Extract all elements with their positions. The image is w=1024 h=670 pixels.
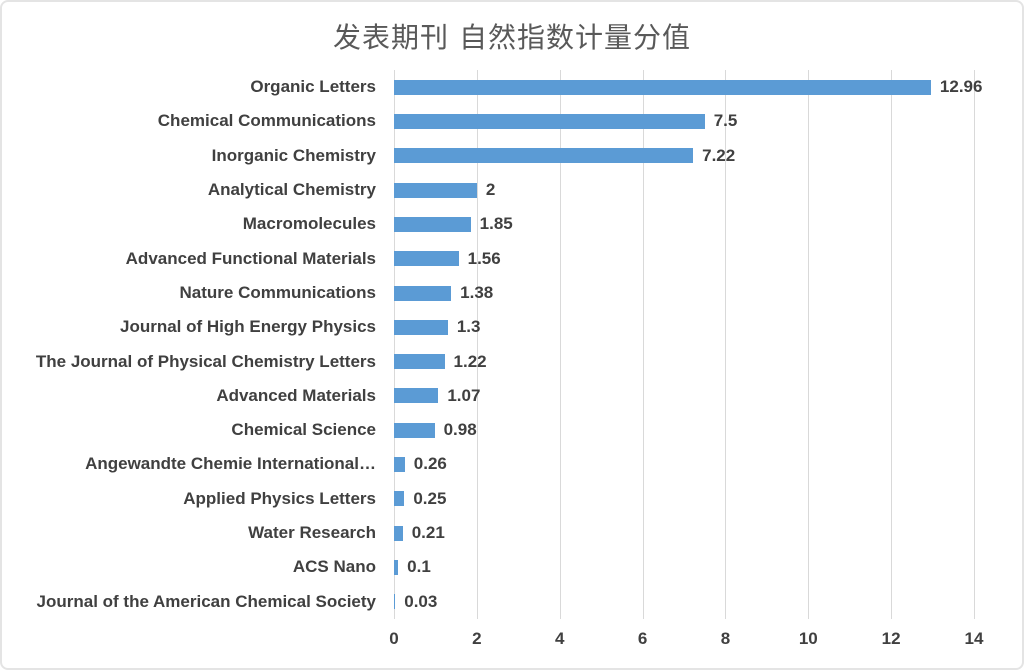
bar-row: Analytical Chemistry 2	[2, 173, 1022, 207]
gridline-x-12	[891, 70, 893, 619]
category-label: Journal of High Energy Physics	[119, 317, 376, 337]
bar	[394, 182, 477, 198]
x-axis-tick-label: 0	[389, 629, 399, 648]
x-axis-tick-label: 8	[720, 629, 731, 648]
bar-row: Advanced Materials 1.07	[2, 379, 1022, 413]
bar-row: Journal of the American Chemical Society…	[2, 585, 1022, 619]
bar	[394, 422, 435, 438]
bar	[394, 148, 694, 164]
value-label: 7.5	[713, 111, 738, 131]
value-label: 0.1	[407, 557, 431, 577]
value-label: 0.26	[413, 454, 447, 474]
bar-row: Macromolecules 1.85	[2, 207, 1022, 241]
value-label: 1.3	[456, 317, 481, 337]
value-label: 12.96	[939, 77, 983, 96]
bar	[394, 285, 452, 301]
bar-row: ACS Nano 0.1	[2, 550, 1022, 584]
gridline-x-2	[476, 70, 478, 619]
bar	[394, 354, 445, 370]
category-label: Journal of the American Chemical Society	[36, 591, 376, 611]
category-label: Advanced Materials	[216, 385, 376, 405]
category-label: Analytical Chemistry	[207, 179, 376, 199]
value-label: 1.85	[479, 214, 513, 234]
value-label: 1.56	[467, 248, 501, 268]
bar-row: Chemical Communications 7.5	[2, 104, 1022, 138]
chart-title: 发表期刊 自然指数计量分值	[333, 21, 691, 54]
category-label: Chemical Science	[231, 420, 376, 440]
category-label: Organic Letters	[250, 77, 376, 96]
bar	[394, 216, 471, 232]
x-axis-tick-label: 14	[964, 629, 984, 648]
value-label: 2	[485, 179, 496, 199]
bar	[394, 251, 459, 267]
x-axis-tick-label: 2	[472, 629, 482, 648]
bar-row: Inorganic Chemistry 7.22	[2, 139, 1022, 173]
bar	[394, 319, 448, 335]
bar-row: Angewandte Chemie International… 0.26	[2, 447, 1022, 481]
value-label: 1.38	[460, 282, 494, 302]
bar	[394, 525, 403, 541]
bar	[394, 457, 405, 473]
value-label: 0.21	[411, 523, 445, 543]
category-label: Inorganic Chemistry	[211, 145, 376, 165]
x-axis-tick-label: 6	[637, 629, 648, 648]
bar-row: The Journal of Physical Chemistry Letter…	[2, 345, 1022, 379]
category-label: Water Research	[248, 523, 376, 543]
bar-row: Applied Physics Letters 0.25	[2, 482, 1022, 516]
gridline-x-10	[808, 70, 810, 619]
gridline-x-0	[394, 70, 395, 619]
bar	[394, 594, 396, 610]
category-label: Advanced Functional Materials	[125, 248, 376, 268]
gridline-x-6	[642, 70, 644, 619]
gridline-x-8	[725, 70, 727, 619]
bar	[394, 113, 705, 129]
x-axis-tick-label: 10	[798, 629, 818, 648]
gridline-x-4	[559, 70, 561, 619]
category-label: ACS Nano	[292, 557, 376, 577]
x-axis-tick-label: 4	[554, 629, 565, 648]
value-label: 0.98	[443, 420, 477, 440]
value-label: 1.07	[447, 385, 481, 405]
value-label: 0.03	[404, 591, 438, 611]
bar-row: Organic Letters 12.96	[2, 70, 1022, 104]
category-label: Nature Communications	[179, 282, 376, 302]
bar-row: Nature Communications 1.38	[2, 276, 1022, 310]
bar	[394, 79, 931, 95]
category-label: Angewandte Chemie International…	[85, 454, 376, 474]
bar	[394, 491, 405, 507]
category-label: Applied Physics Letters	[183, 488, 376, 508]
bar-row: Journal of High Energy Physics 1.3	[2, 310, 1022, 344]
value-label: 1.22	[453, 351, 487, 371]
value-label: 7.22	[702, 145, 736, 165]
x-axis-tick-label: 12	[881, 629, 901, 648]
gridline-x-14	[974, 70, 975, 619]
category-label: The Journal of Physical Chemistry Letter…	[35, 351, 376, 371]
value-label: 0.25	[413, 488, 447, 508]
category-label: Chemical Communications	[157, 111, 376, 131]
bar-row: Advanced Functional Materials 1.56	[2, 242, 1022, 276]
bar	[394, 388, 439, 404]
bar-row: Water Research 0.21	[2, 516, 1022, 550]
bar-row: Chemical Science 0.98	[2, 413, 1022, 447]
bar	[394, 560, 399, 576]
category-label: Macromolecules	[242, 214, 376, 234]
